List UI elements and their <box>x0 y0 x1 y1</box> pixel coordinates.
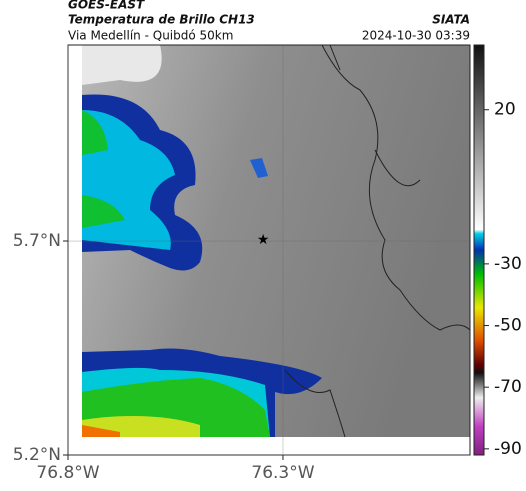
colorbar-tick-label: -50 <box>494 316 522 336</box>
y-tick-label: 5.2°N <box>13 445 61 465</box>
colorbar-tick-label: -30 <box>494 254 522 274</box>
colorbar-tick-label: -70 <box>494 377 522 397</box>
source: GOES-EAST <box>68 0 145 12</box>
subtitle: Via Medellín - Quibdó 50km <box>68 29 233 43</box>
colorbar-tick-label: 20 <box>494 100 516 120</box>
location-marker: ★ <box>257 232 270 248</box>
timestamp: 2024-10-30 03:39 <box>362 29 470 43</box>
y-tick-label: 5.7°N <box>13 231 61 251</box>
x-tick-label: 76.3°W <box>251 463 314 483</box>
title: Temperatura de Brillo CH13 <box>68 13 255 27</box>
x-tick-label: 76.8°W <box>36 463 99 483</box>
colorbar-tick-label: -90 <box>494 439 522 459</box>
credit: SIATA <box>432 13 470 27</box>
colorbar <box>473 44 485 456</box>
